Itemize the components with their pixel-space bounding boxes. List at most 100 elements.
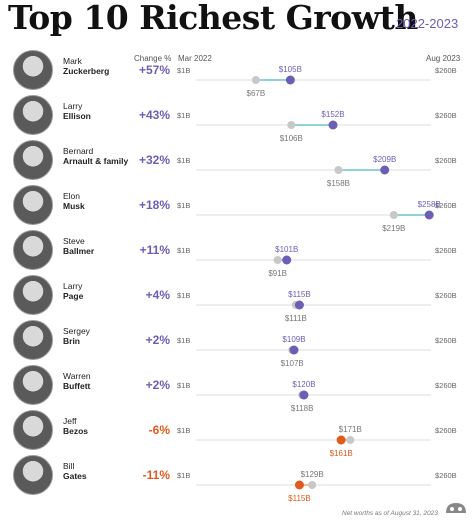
axis-max-label: $260B (435, 156, 457, 165)
person-name: Bernard Arnault & family (63, 146, 128, 166)
change-percent: +2% (145, 333, 170, 347)
last-name: Page (63, 291, 84, 301)
change-percent: +57% (138, 63, 170, 77)
axis-min-label: $1B (177, 66, 191, 75)
start-point (251, 76, 260, 84)
end-point (424, 210, 434, 220)
axis-max-label: $260B (435, 426, 457, 435)
end-point (380, 165, 390, 175)
change-percent: +18% (138, 198, 170, 212)
last-name: Ballmer (63, 246, 95, 256)
axis-min-label: $1B (177, 471, 191, 480)
header-start-date: Mar 2022 (178, 54, 212, 63)
person-name: Sergey Brin (63, 326, 90, 346)
end-value-label: $161B (330, 449, 353, 458)
last-name: Zuckerberg (63, 66, 110, 76)
person-name: Elon Musk (63, 191, 85, 211)
end-value-label: $152B (321, 110, 344, 119)
end-point (328, 120, 338, 130)
change-percent: -11% (142, 468, 170, 482)
avatar (13, 230, 53, 270)
avatar (13, 320, 53, 360)
start-point (334, 166, 343, 174)
start-point (273, 256, 282, 264)
end-point (294, 480, 304, 490)
axis-min-label: $1B (177, 381, 191, 390)
axis-max-label: $260B (435, 336, 457, 345)
table-row: Sergey Brin +2% $1B $260B (0, 318, 474, 363)
table-row: Steve Ballmer +11% $1B $260B (0, 228, 474, 273)
change-percent: +4% (145, 288, 170, 302)
table-row: Mark Zuckerberg +57% $1B $260B (0, 48, 474, 93)
avatar (13, 185, 53, 225)
end-value-label: $115B (288, 494, 311, 503)
first-name: Jeff (63, 416, 77, 426)
start-value-label: $67B (247, 89, 266, 98)
end-value-label: $120B (292, 380, 315, 389)
end-value-label: $209B (373, 155, 396, 164)
first-name: Warren (63, 371, 91, 381)
last-name: Gates (63, 471, 87, 481)
change-percent: +43% (138, 108, 170, 122)
person-name: Warren Buffett (63, 371, 91, 391)
start-point (308, 481, 317, 489)
start-value-label: $171B (339, 425, 362, 434)
chart-subtitle-years: 2022-2023 (396, 16, 459, 31)
start-value-label: $106B (280, 134, 303, 143)
change-percent: -6% (148, 423, 170, 437)
start-value-label: $91B (268, 269, 287, 278)
avatar (13, 455, 53, 495)
start-point (287, 121, 296, 129)
axis-min-label: $1B (177, 336, 191, 345)
table-row: Warren Buffett +2% $1B $260B (0, 363, 474, 408)
end-point (282, 255, 292, 265)
end-point (285, 75, 295, 85)
last-name: Ellison (63, 111, 91, 121)
last-name: Brin (63, 336, 80, 346)
axis-min-label: $1B (177, 426, 191, 435)
start-value-label: $219B (382, 224, 405, 233)
last-name: Bezos (63, 426, 89, 436)
axis-max-label: $260B (435, 201, 457, 210)
avatar (13, 365, 53, 405)
axis-max-label: $260B (435, 291, 457, 300)
axis-max-label: $260B (435, 246, 457, 255)
person-name: Steve Ballmer (63, 236, 94, 256)
table-row: Elon Musk +18% $1B $260B (0, 183, 474, 228)
end-point (299, 390, 309, 400)
table-row: Jeff Bezos -6% $1B $260B (0, 408, 474, 453)
avatar (13, 95, 53, 135)
avatar (13, 50, 53, 90)
axis-min-label: $1B (177, 291, 191, 300)
end-value-label: $115B (288, 290, 311, 299)
axis-max-label: $260B (435, 66, 457, 75)
header-end-date: Aug 2023 (426, 54, 461, 63)
last-name: Arnault & family (63, 156, 129, 166)
first-name: Larry (63, 101, 83, 111)
end-point (336, 435, 346, 445)
avatar (13, 410, 53, 450)
avatar (13, 140, 53, 180)
start-value-label: $111B (285, 314, 307, 323)
change-percent: +32% (138, 153, 170, 167)
table-row: Bernard Arnault & family +32% $1B $260B (0, 138, 474, 183)
start-value-label: $107B (281, 359, 304, 368)
person-name: Mark Zuckerberg (63, 56, 109, 76)
person-name: Larry Ellison (63, 101, 91, 121)
last-name: Buffett (63, 381, 91, 391)
table-row: Larry Ellison +43% $1B $260B (0, 93, 474, 138)
axis-min-label: $1B (177, 246, 191, 255)
person-name: Larry Page (63, 281, 83, 301)
start-value-label: $158B (327, 179, 350, 188)
first-name: Elon (63, 191, 81, 201)
end-value-label: $105B (279, 65, 302, 74)
person-name: Bill Gates (63, 461, 87, 481)
footnote: Net worths as of August 31, 2023 (342, 510, 438, 517)
last-name: Musk (63, 201, 85, 211)
axis-max-label: $260B (435, 111, 457, 120)
axis-max-label: $260B (435, 471, 457, 480)
first-name: Mark (63, 56, 82, 66)
axis-min-label: $1B (177, 201, 191, 210)
first-name: Bill (63, 461, 75, 471)
